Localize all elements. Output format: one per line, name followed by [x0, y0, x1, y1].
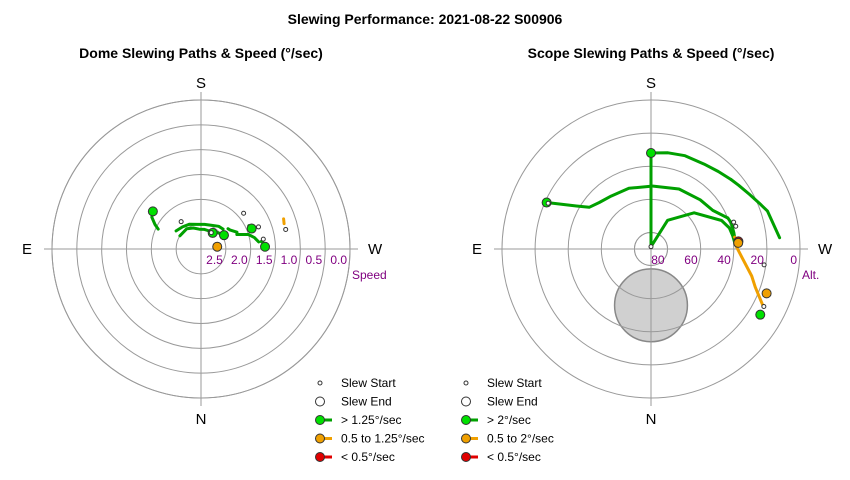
- direction-left: E: [22, 241, 32, 258]
- scope-polar-chart: Scope Slewing Paths & Speed (°/sec) S N E W 8…: [461, 45, 833, 464]
- slew-start-marker: [731, 219, 737, 225]
- legend-swatch-marker: [461, 415, 471, 425]
- slew-end-marker: [755, 309, 766, 320]
- slew-start-marker: [761, 303, 767, 309]
- legend-swatch-marker: [461, 452, 471, 462]
- slew-start-marker: [648, 244, 654, 250]
- radial-tick-label: 1.5: [256, 253, 273, 267]
- slew-path: [649, 211, 737, 249]
- slew-start-marker: [761, 262, 767, 268]
- radial-tick-label: 2.5: [206, 253, 223, 267]
- direction-right: W: [368, 241, 383, 258]
- direction-bottom: N: [646, 411, 657, 428]
- legend-swatch-marker: [315, 415, 325, 425]
- radial-tick-label: 0.5: [305, 253, 322, 267]
- direction-left: E: [472, 241, 482, 258]
- slew-start-marker: [283, 226, 289, 232]
- legend-swatch-start: [317, 380, 323, 386]
- slew-path: [235, 233, 261, 244]
- direction-top: S: [196, 75, 206, 92]
- legend-label: Slew Start: [341, 376, 396, 390]
- slew-path: [545, 184, 654, 209]
- legend-label: < 0.5°/sec: [341, 450, 395, 464]
- direction-bottom: N: [196, 411, 207, 428]
- slew-end-marker: [260, 241, 271, 252]
- slew-end-marker: [147, 206, 158, 217]
- radial-tick-label: 1.0: [281, 253, 298, 267]
- slew-end-marker: [761, 288, 772, 299]
- legend-swatch-end: [461, 396, 471, 407]
- slew-end-marker: [733, 237, 744, 248]
- slew-path: [226, 227, 239, 236]
- slew-end-marker: [246, 223, 257, 234]
- legend-swatch-start: [463, 380, 469, 386]
- legend-label: > 1.25°/sec: [341, 413, 402, 427]
- radial-tick-label: 80: [651, 253, 665, 267]
- radial-tick-label: 60: [684, 253, 698, 267]
- slew-path: [729, 178, 782, 240]
- legend-label: Slew End: [487, 395, 538, 409]
- legend-label: < 0.5°/sec: [487, 450, 541, 464]
- dome-polar-chart: Dome Slewing Paths & Speed (°/sec) S N E W 2.…: [22, 45, 425, 464]
- chart-title: Dome Slewing Paths & Speed (°/sec): [79, 45, 323, 61]
- radial-axis-label: Speed: [352, 268, 387, 282]
- slew-end-marker: [646, 147, 656, 158]
- slew-start-marker: [178, 219, 184, 225]
- slew-path: [733, 243, 765, 308]
- radial-tick-label: 0.0: [330, 253, 347, 267]
- direction-right: W: [818, 241, 833, 258]
- slew-end-marker: [212, 241, 223, 252]
- chart-title: Scope Slewing Paths & Speed (°/sec): [528, 45, 775, 61]
- slew-path: [649, 151, 733, 181]
- legend-label: 0.5 to 2°/sec: [487, 432, 554, 446]
- slew-start-marker: [208, 230, 214, 236]
- slew-path: [174, 222, 225, 233]
- legend-swatch-marker: [315, 433, 325, 444]
- slew-path: [651, 184, 730, 220]
- legend-label: Slew Start: [487, 376, 542, 390]
- radial-tick-label: 20: [751, 253, 765, 267]
- slew-path: [282, 217, 286, 226]
- radial-tick-label: 40: [717, 253, 731, 267]
- legend-label: > 2°/sec: [487, 413, 531, 427]
- direction-top: S: [646, 75, 656, 92]
- slew-end-marker: [218, 230, 229, 241]
- slew-start-marker: [545, 200, 551, 206]
- legend-label: 0.5 to 1.25°/sec: [341, 432, 425, 446]
- legend-swatch-marker: [315, 452, 325, 462]
- legend-swatch-end: [315, 396, 325, 407]
- figure-title: Slewing Performance: 2021-08-22 S00906: [288, 11, 563, 27]
- slew-path: [726, 216, 737, 239]
- slew-start-marker: [255, 224, 261, 230]
- slew-start-marker: [733, 223, 739, 229]
- legend-swatch-marker: [461, 433, 471, 444]
- radial-tick-label: 0: [790, 253, 797, 267]
- slew-start-marker: [260, 236, 266, 242]
- radial-axis-label: Alt.: [802, 268, 819, 282]
- legend-label: Slew End: [341, 395, 392, 409]
- radial-tick-label: 2.0: [231, 253, 248, 267]
- slew-start-marker: [241, 210, 247, 216]
